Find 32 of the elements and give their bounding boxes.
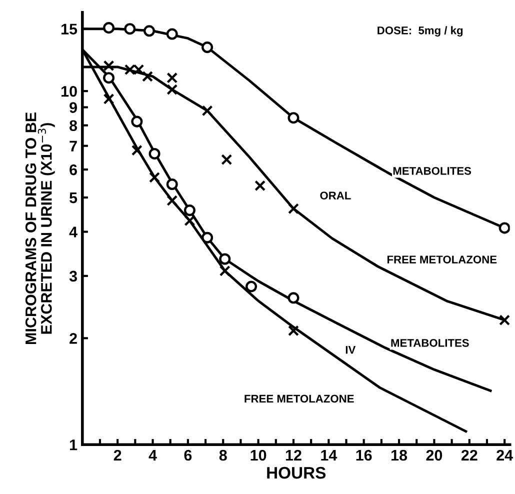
x-tick-label: 12 [286,450,302,461]
y-axis-title: MICROGRAMS OF DRUG TO BE EXCRETED IN URINE (X10$^{−3}$) [25,112,55,344]
x-tick-label: 16 [356,450,372,461]
annotation: FREE METOLAZONE [387,256,497,264]
y-tick-label: 5 [70,192,78,204]
y-tick-label: 2 [70,333,77,344]
x-tick-label: 4 [148,450,157,461]
y-tick-label: 9 [70,102,77,113]
x-tick-label: 2 [114,450,122,461]
y-tick-label: 1 [70,440,78,450]
y-tick-label: 15 [62,24,78,35]
annotation: METABOLITES [393,166,472,175]
x-tick-label: 18 [391,450,408,461]
x-tick-label: 22 [461,450,478,461]
annotation: METABOLITES [391,339,469,347]
x-tick-label: 10 [250,450,266,461]
annotation: FREE METOLAZONE [244,394,354,403]
annotation: ORAL [320,192,351,200]
x-tick-label: 20 [426,450,442,461]
y-tick-label: 3 [69,270,77,282]
x-tick-label: 14 [321,450,338,461]
x-tick-label: 6 [184,450,192,461]
y-tick-label: 10 [62,86,77,97]
y-tick-label: 4 [69,226,78,238]
annotation: IV [346,346,356,354]
y-tick-label: 8 [70,120,78,132]
annotation: DOSE: 5mg / kg [378,26,463,37]
x-axis-title: HOURS [267,466,326,479]
y-tick-label: 7 [70,140,77,152]
y-tick-label: 6 [70,164,77,176]
x-tick-label: 8 [219,450,227,461]
x-tick-label: 24 [496,450,513,461]
